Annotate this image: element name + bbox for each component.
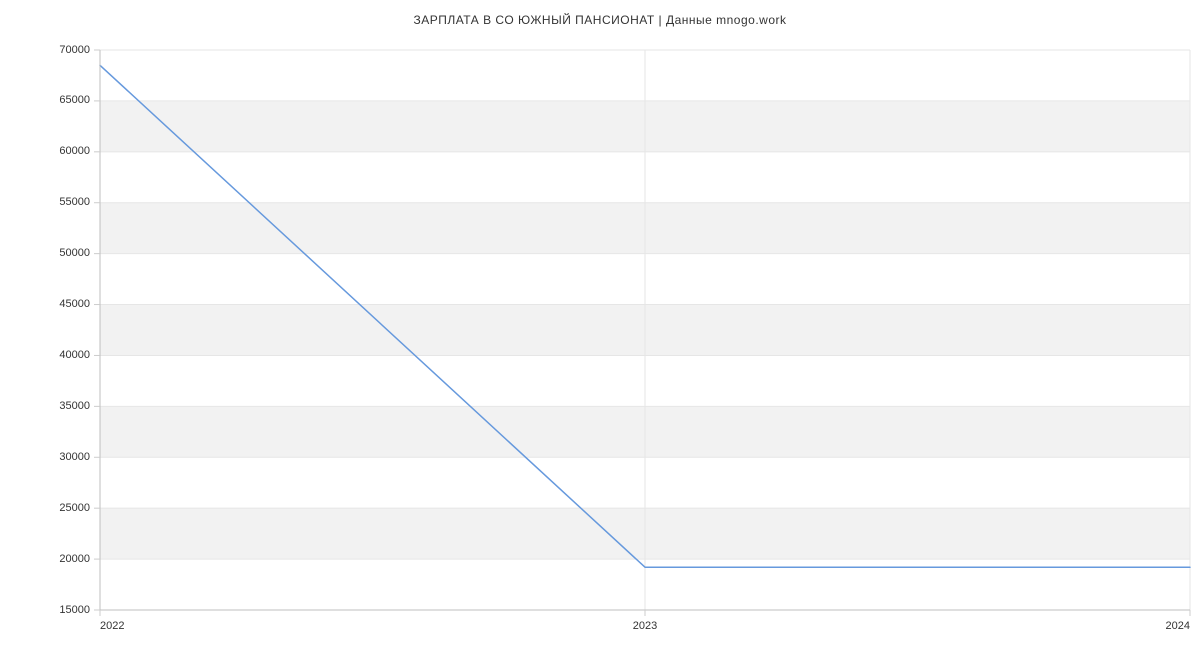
y-tick-label: 20000 <box>59 553 90 565</box>
x-tick-label: 2022 <box>100 620 124 632</box>
x-tick-label: 2023 <box>625 620 665 632</box>
chart-svg <box>0 0 1200 650</box>
y-tick-label: 25000 <box>59 502 90 514</box>
y-tick-label: 35000 <box>59 400 90 412</box>
y-tick-label: 50000 <box>59 247 90 259</box>
y-tick-label: 45000 <box>59 298 90 310</box>
y-tick-label: 65000 <box>59 94 90 106</box>
y-tick-label: 30000 <box>59 451 90 463</box>
salary-line-chart: ЗАРПЛАТА В СО ЮЖНЫЙ ПАНСИОНАТ | Данные m… <box>0 0 1200 650</box>
y-tick-label: 60000 <box>59 145 90 157</box>
y-tick-label: 15000 <box>59 604 90 616</box>
y-tick-label: 55000 <box>59 196 90 208</box>
y-tick-label: 40000 <box>59 349 90 361</box>
y-tick-label: 70000 <box>59 44 90 56</box>
x-tick-label: 2024 <box>1160 620 1190 632</box>
